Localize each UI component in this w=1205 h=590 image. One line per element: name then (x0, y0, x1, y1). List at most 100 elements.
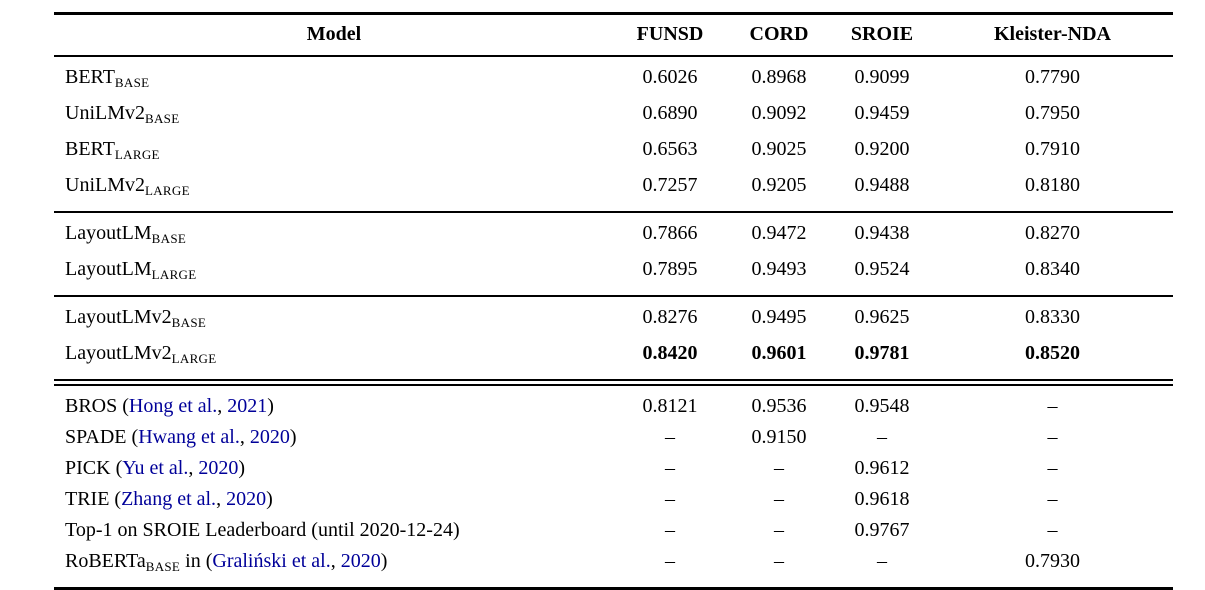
score-cell: 0.9099 (854, 66, 910, 88)
score-cell: 0.8276 (642, 306, 698, 328)
table-row: UniLMv2LARGE 0.7257 0.9205 0.9488 0.8180 (54, 170, 1173, 206)
model-cell: LayoutLMBASE (54, 218, 614, 254)
model-cell: SPADE (Hwang et al., 2020) (54, 422, 614, 453)
model-name-text: ) (380, 550, 388, 572)
model-size-subscript: LARGE (151, 267, 197, 282)
row-group-2: LayoutLMBASE 0.7866 0.9472 0.9438 0.8270 Layo… (54, 211, 1173, 295)
score-cell: 0.7257 (642, 174, 698, 196)
citation-link[interactable]: 2020 (335, 550, 381, 572)
table-row: RoBERTaBASE in (Graliński et al., 2020) –… (54, 546, 1173, 582)
citation-link[interactable]: Hong et al. (128, 395, 218, 417)
model-size-subscript: BASE (145, 559, 181, 574)
model-cell: LayoutLMv2LARGE (54, 338, 614, 374)
model-name-text: , (216, 488, 222, 510)
score-cell: 0.9618 (854, 488, 910, 510)
score-cell: 0.9781 (854, 342, 910, 364)
row-group-3: LayoutLMv2BASE 0.8276 0.9495 0.9625 0.8330 La… (54, 295, 1173, 379)
citation-link[interactable]: Graliński et al. (212, 550, 331, 572)
score-cell: – (665, 488, 675, 510)
model-cell: Top-1 on SROIE Leaderboard (until 2020-1… (54, 515, 614, 546)
citation-link[interactable]: 2020 (193, 457, 239, 479)
score-cell: 0.7930 (1025, 550, 1080, 572)
model-name-text: , (239, 426, 245, 448)
score-cell: 0.9493 (751, 258, 807, 280)
score-cell: 0.9612 (854, 457, 910, 479)
score-cell: 0.9459 (854, 102, 910, 124)
column-header-kleister-nda: Kleister-NDA (994, 23, 1111, 45)
model-cell: BROS (Hong et al., 2021) (54, 391, 614, 422)
score-cell: 0.8270 (1025, 222, 1080, 244)
score-cell: – (1047, 395, 1058, 417)
score-cell: 0.9488 (854, 174, 910, 196)
column-header-model: Model (306, 23, 362, 45)
model-name-text: BERT (65, 138, 115, 160)
score-cell: 0.8420 (642, 342, 698, 364)
score-cell: 0.9205 (751, 174, 807, 196)
model-cell: UniLMv2LARGE (54, 170, 614, 206)
score-cell: – (774, 457, 784, 479)
column-header-sroie: SROIE (850, 23, 914, 45)
score-cell: 0.9438 (854, 222, 910, 244)
table-row: LayoutLMv2BASE 0.8276 0.9495 0.9625 0.8330 (54, 302, 1173, 338)
score-cell: 0.7895 (642, 258, 698, 280)
score-cell: 0.9767 (854, 519, 910, 541)
table-row: PICK (Yu et al., 2020) – – 0.9612 – (54, 453, 1173, 484)
model-cell: LayoutLMv2BASE (54, 302, 614, 338)
citation-link[interactable]: Zhang et al. (121, 488, 217, 510)
score-cell: – (774, 519, 784, 541)
score-cell: – (665, 550, 675, 572)
score-cell: 0.9536 (751, 395, 807, 417)
score-cell: – (877, 550, 887, 572)
model-name-text: ) (266, 488, 273, 510)
score-cell: 0.7866 (642, 222, 698, 244)
citation-link[interactable]: Hwang et al. (138, 426, 240, 448)
model-name-text: BROS ( (65, 395, 129, 417)
score-cell: 0.8968 (751, 66, 807, 88)
table-row: UniLMv2BASE 0.6890 0.9092 0.9459 0.7950 (54, 98, 1173, 134)
model-name-text: LayoutLM (65, 258, 152, 280)
citation-link[interactable]: 2020 (221, 488, 267, 510)
score-cell: – (774, 488, 784, 510)
table-row: TRIE (Zhang et al., 2020) – – 0.9618 – (54, 484, 1173, 515)
model-size-subscript: BASE (171, 315, 207, 330)
score-cell: 0.9495 (751, 306, 807, 328)
citation-link[interactable]: 2020 (244, 426, 290, 448)
score-cell: 0.8330 (1025, 306, 1080, 328)
score-cell: – (1047, 519, 1058, 541)
table-row: LayoutLMLARGE 0.7895 0.9493 0.9524 0.8340 (54, 254, 1173, 290)
score-cell: 0.7790 (1025, 66, 1080, 88)
model-cell: BERTBASE (54, 62, 614, 98)
score-cell: – (665, 426, 675, 448)
model-size-subscript: LARGE (114, 147, 160, 162)
model-name-text: , (217, 395, 223, 417)
model-name-text: LayoutLMv2 (65, 342, 172, 364)
score-cell: – (774, 550, 784, 572)
row-group-1: BERTBASE 0.6026 0.8968 0.9099 0.7790 UniLMv2B… (54, 57, 1173, 211)
model-cell: LayoutLMLARGE (54, 254, 614, 290)
score-cell: 0.9548 (854, 395, 910, 417)
citation-link[interactable]: 2021 (222, 395, 268, 417)
score-cell: 0.7910 (1025, 138, 1080, 160)
model-name-text: LayoutLMv2 (65, 306, 172, 328)
score-cell: 0.9025 (751, 138, 807, 160)
model-name-text: Top-1 on SROIE Leaderboard (until 2020-1… (65, 519, 460, 541)
model-size-subscript: BASE (114, 75, 150, 90)
model-cell: TRIE (Zhang et al., 2020) (54, 484, 614, 515)
score-cell: 0.6026 (642, 66, 698, 88)
model-name-text: TRIE ( (65, 488, 122, 510)
model-cell: RoBERTaBASE in (Graliński et al., 2020) (54, 546, 614, 582)
table-row: BROS (Hong et al., 2021) 0.8121 0.9536 0.95… (54, 391, 1173, 422)
model-name-text: RoBERTa (65, 550, 146, 572)
score-cell: – (665, 519, 675, 541)
model-size-subscript: BASE (151, 231, 187, 246)
model-cell: UniLMv2BASE (54, 98, 614, 134)
score-cell: 0.8340 (1025, 258, 1080, 280)
table-row: LayoutLMBASE 0.7866 0.9472 0.9438 0.8270 (54, 218, 1173, 254)
table-row: SPADE (Hwang et al., 2020) – 0.9150 – – (54, 422, 1173, 453)
score-cell: – (1047, 457, 1058, 479)
column-header-cord: CORD (749, 23, 809, 45)
citation-link[interactable]: Yu et al. (122, 457, 189, 479)
model-name-text: ) (238, 457, 245, 479)
table-body: BERTBASE 0.6026 0.8968 0.9099 0.7790 UniLMv2B… (54, 57, 1173, 587)
model-size-subscript: BASE (145, 111, 180, 126)
